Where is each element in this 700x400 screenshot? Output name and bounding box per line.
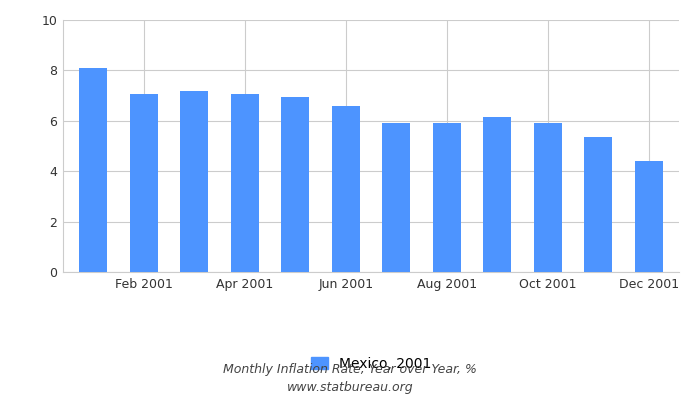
Bar [181,91,208,272]
Legend: Mexico, 2001: Mexico, 2001 [311,357,431,371]
Bar [584,137,612,272]
Bar [635,161,663,272]
Bar [483,116,511,272]
Bar [382,123,410,272]
Bar [534,123,561,272]
Bar [281,97,309,272]
Bar [231,94,259,272]
Bar [332,106,360,272]
Bar [79,68,107,272]
Bar [130,94,158,272]
Text: Monthly Inflation Rate, Year over Year, %: Monthly Inflation Rate, Year over Year, … [223,364,477,376]
Text: www.statbureau.org: www.statbureau.org [287,382,413,394]
Bar [433,123,461,272]
